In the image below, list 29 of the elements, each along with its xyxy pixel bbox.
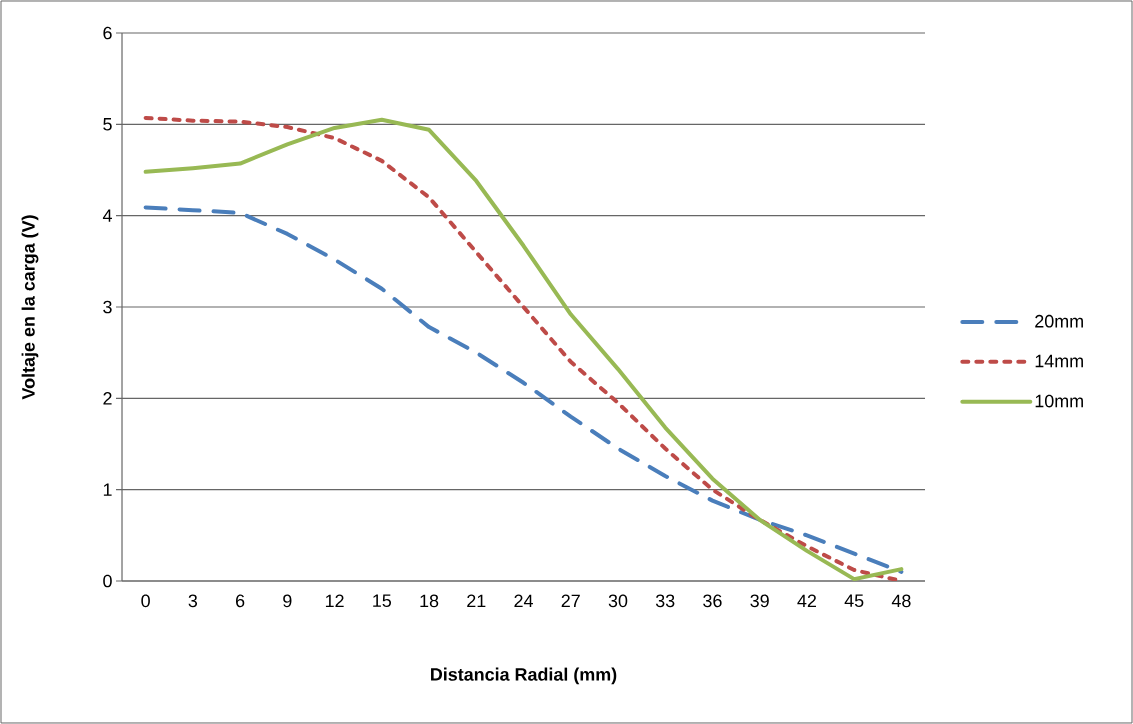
x-tick-label: 12 bbox=[325, 594, 344, 608]
x-tick-label: 21 bbox=[467, 594, 486, 608]
x-tick-label: 33 bbox=[655, 594, 675, 608]
y-tick-label: 5 bbox=[103, 118, 112, 131]
legend-label: 14mm bbox=[1035, 354, 1083, 368]
y-tick-label: 1 bbox=[103, 483, 112, 496]
legend-label: 20mm bbox=[1035, 314, 1083, 328]
y-axis-title: Voltaje en la carga (V) bbox=[21, 215, 39, 400]
x-tick-label: 45 bbox=[844, 594, 864, 608]
y-tick-label: 4 bbox=[102, 209, 112, 222]
x-tick-label: 15 bbox=[373, 594, 392, 608]
x-tick-label: 42 bbox=[797, 594, 816, 608]
y-tick-label: 6 bbox=[103, 26, 112, 40]
y-tick-label: 2 bbox=[103, 392, 112, 405]
y-tick-label: 3 bbox=[103, 300, 112, 314]
x-tick-label: 39 bbox=[750, 594, 769, 608]
x-tick-label: 36 bbox=[703, 594, 722, 608]
x-tick-label: 18 bbox=[420, 594, 439, 608]
x-tick-label: 3 bbox=[188, 594, 198, 608]
x-tick-label: 30 bbox=[608, 594, 628, 608]
x-tick-label: 48 bbox=[891, 594, 911, 608]
y-tick-label: 0 bbox=[103, 574, 112, 588]
x-axis-title: Distancia Radial (mm) bbox=[431, 667, 617, 685]
x-tick-label: 0 bbox=[141, 594, 150, 608]
x-tick-label: 9 bbox=[283, 594, 292, 608]
x-tick-label: 6 bbox=[236, 594, 245, 608]
legend-label: 10mm bbox=[1035, 394, 1083, 408]
x-tick-label: 27 bbox=[561, 594, 580, 608]
x-tick-label: 24 bbox=[514, 594, 533, 608]
